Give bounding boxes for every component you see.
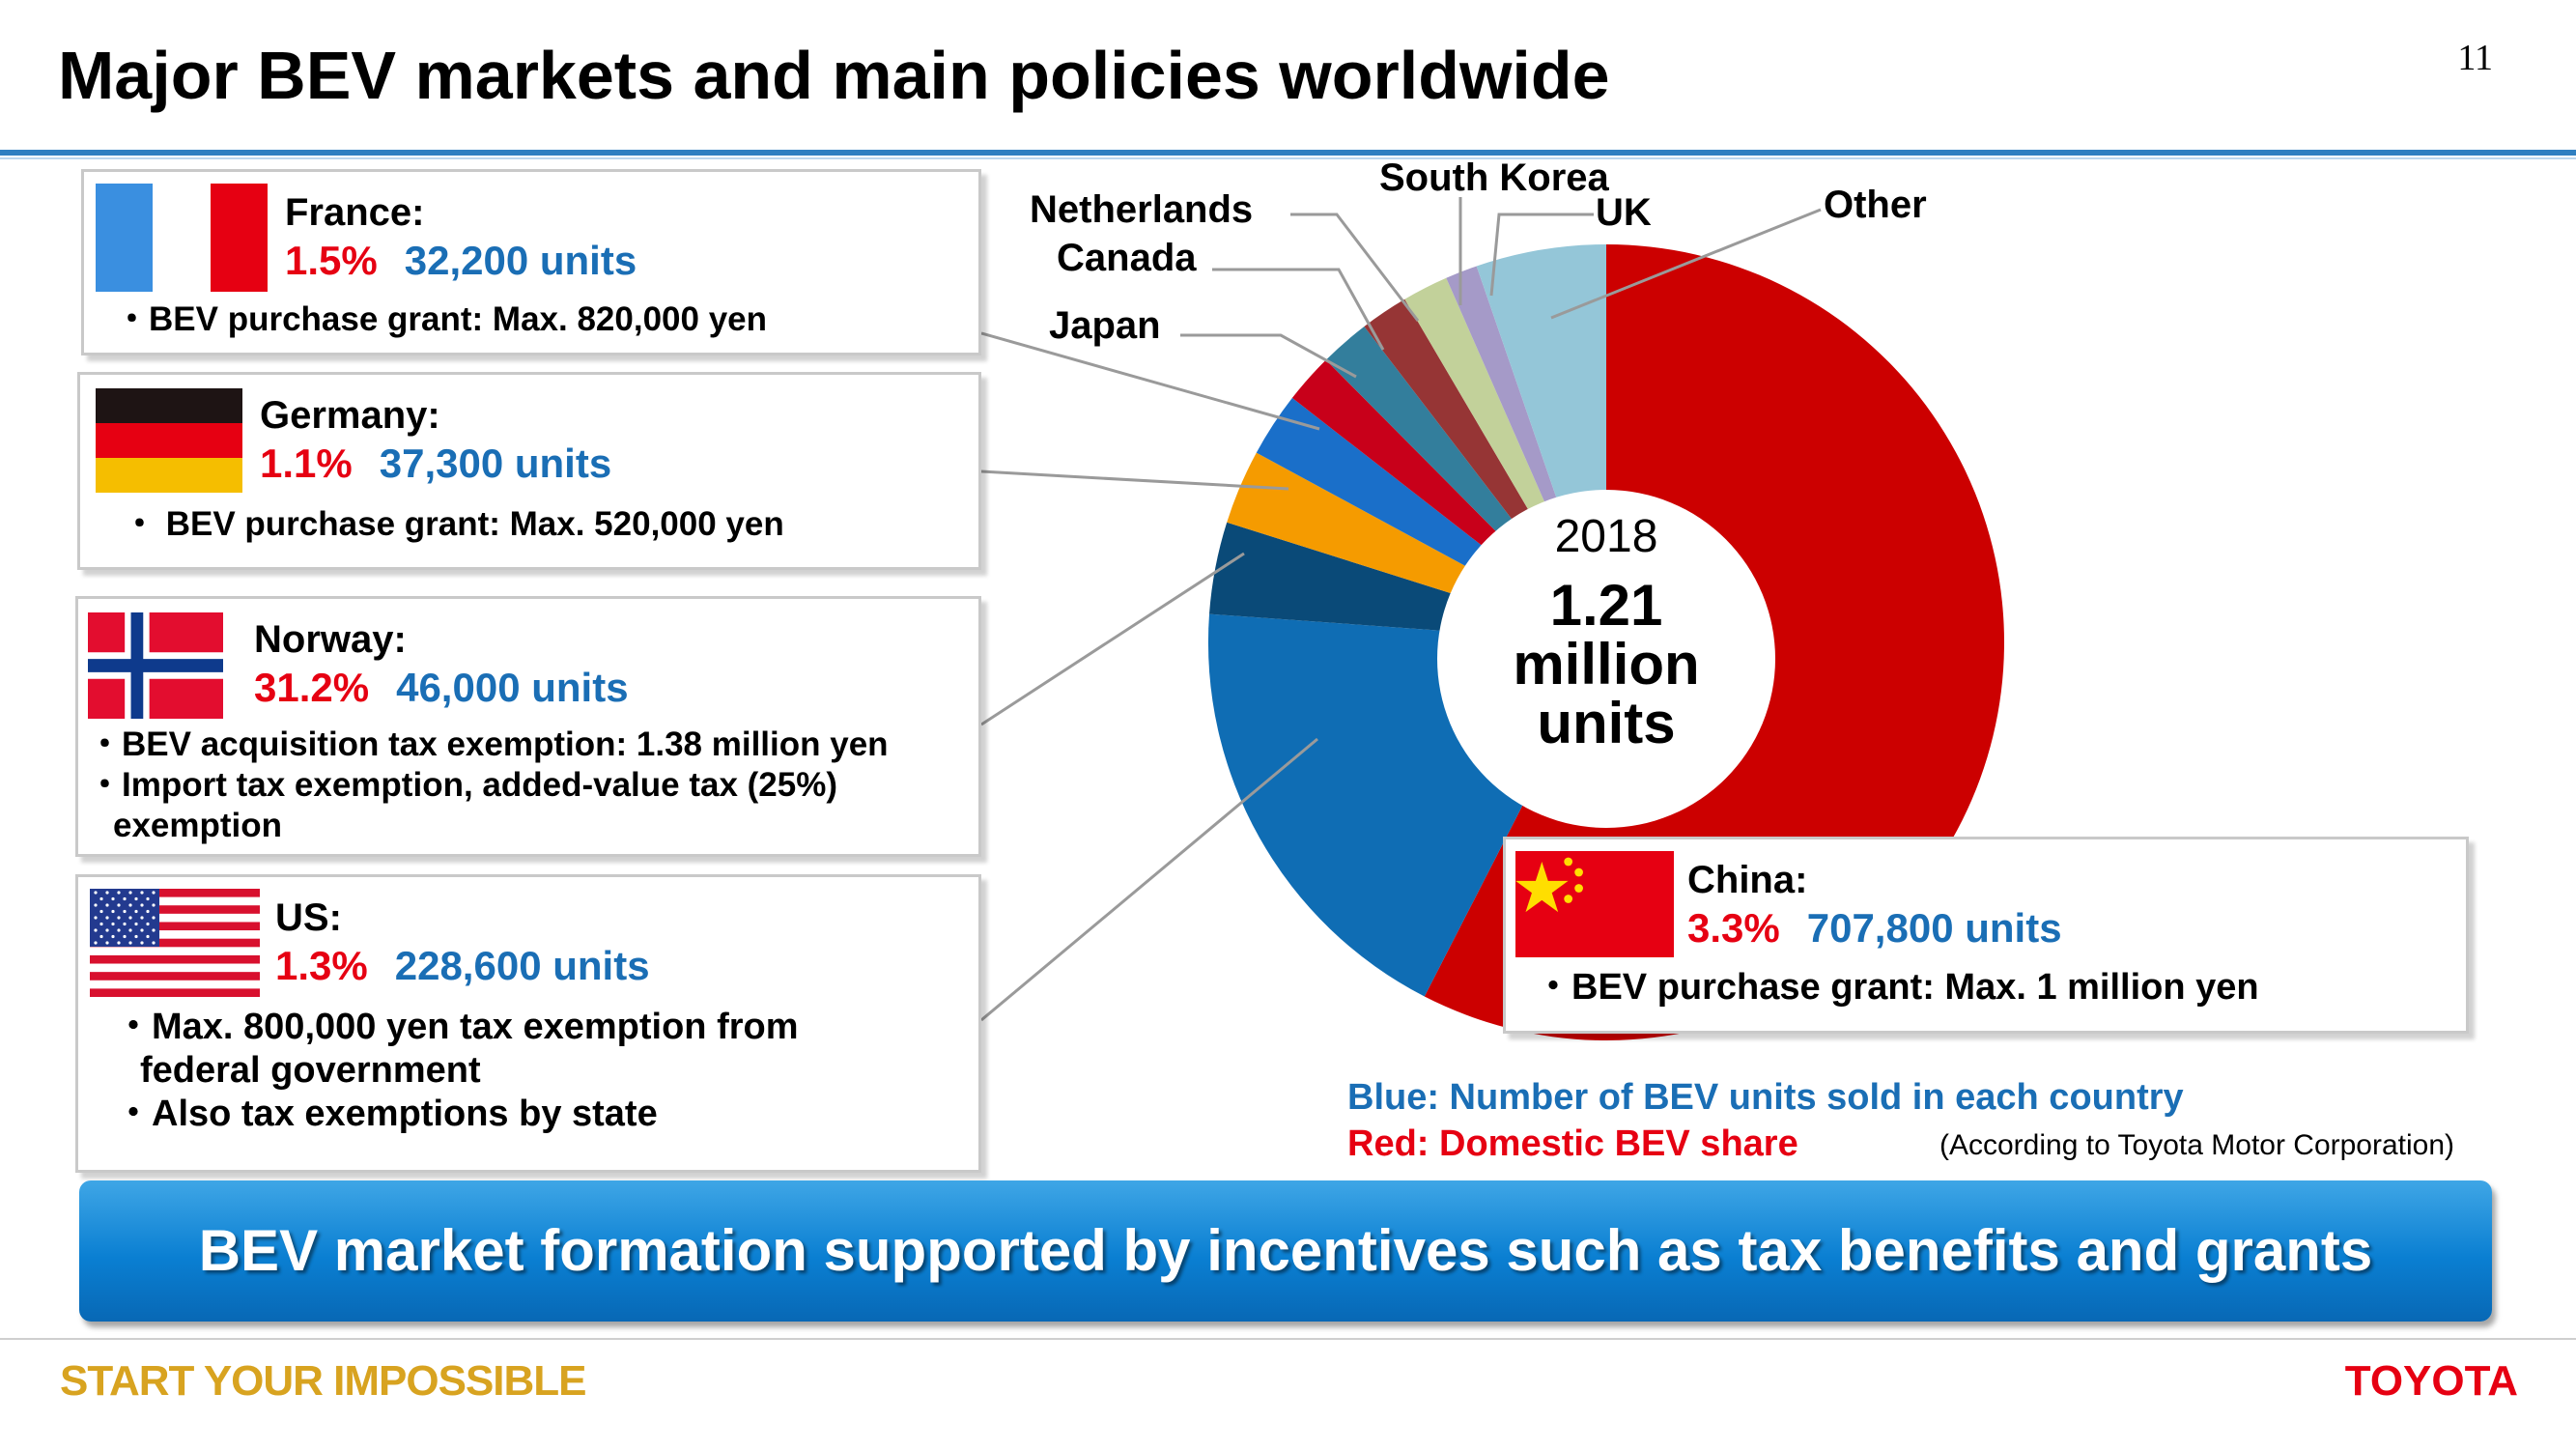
leader-line-germany (980, 469, 1289, 491)
leader-line-france (980, 331, 1320, 431)
norway-share: 31.2% (254, 665, 370, 710)
norway-units: 46,000 units (396, 665, 629, 710)
norway-policy-1: ・BEV acquisition tax exemption: 1.38 mil… (88, 725, 889, 763)
norway-stats: 31.2% 46,000 units (254, 665, 629, 711)
callout-south-korea: South Korea (1379, 156, 1609, 199)
center-total-value: 1.21 (1549, 573, 1663, 638)
callout-uk: UK (1596, 191, 1652, 234)
center-total: 1.21 million units (1437, 576, 1775, 753)
callout-other: Other (1824, 184, 1927, 226)
us-policies: ・Max. 800,000 yen tax exemption from fed… (115, 1006, 799, 1136)
tagline: START YOUR IMPOSSIBLE (60, 1357, 587, 1405)
germany-name: Germany: (260, 394, 440, 437)
germany-units: 37,300 units (379, 441, 612, 486)
norway-policy-2-cont: exemption (113, 807, 283, 844)
leader-line-norway (980, 552, 1245, 726)
callout-netherlands: Netherlands (1030, 188, 1254, 231)
norway-name: Norway: (254, 618, 407, 661)
title-divider (0, 150, 2576, 156)
callout-canada: Canada (1057, 237, 1197, 279)
china-stats: 3.3% 707,800 units (1687, 905, 2062, 952)
france-share: 1.5% (285, 238, 378, 283)
germany-share: 1.1% (260, 441, 353, 486)
france-flag (96, 184, 268, 292)
china-policy-1: ・BEV purchase grant: Max. 1 million yen (1535, 967, 2259, 1008)
leader-line-japan (1180, 333, 1357, 379)
france-policy-1: ・BEV purchase grant: Max. 820,000 yen (115, 300, 767, 338)
page-number: 11 (2457, 38, 2493, 78)
center-year: 2018 (1554, 511, 1658, 562)
us-card: US: 1.3% 228,600 units ・Max. 800,000 yen … (75, 874, 981, 1173)
norway-card: Norway: 31.2% 46,000 units ・BEV acquisiti… (75, 596, 981, 857)
france-stats: 1.5% 32,200 units (285, 238, 637, 284)
germany-stats: 1.1% 37,300 units (260, 441, 611, 487)
legend-red: Red: Domestic BEV share (1347, 1123, 1798, 1164)
title-divider-light (0, 157, 2576, 159)
germany-policy-1: ・ BEV purchase grant: Max. 520,000 yen (123, 505, 784, 543)
norway-policies: ・BEV acquisition tax exemption: 1.38 mil… (88, 725, 889, 846)
france-name: France: (285, 191, 425, 234)
us-units: 228,600 units (394, 943, 650, 988)
us-name: US: (275, 896, 342, 939)
source-note: (According to Toyota Motor Corporation) (1939, 1129, 2455, 1161)
toyota-logo: TOYOTA (2344, 1357, 2518, 1405)
leader-line-uk (1489, 213, 1594, 297)
center-total-unit-2: units (1537, 691, 1676, 755)
leader-line-other (1550, 208, 1822, 320)
norway-flag (88, 612, 223, 719)
leader-line-canada (1212, 268, 1385, 351)
germany-flag (96, 388, 242, 493)
germany-card: Germany: 1.1% 37,300 units ・ BEV purchase… (77, 372, 981, 570)
norway-policy-2: ・Import tax exemption, added-value tax (… (88, 766, 838, 804)
france-card: France: 1.5% 32,200 units ・BEV purchase g… (81, 169, 981, 355)
center-total-unit-1: million (1513, 632, 1700, 697)
legend-blue: Blue: Number of BEV units sold in each c… (1347, 1077, 2184, 1118)
us-policy-1-cont: federal government (140, 1050, 481, 1091)
china-units: 707,800 units (1806, 905, 2062, 951)
france-units: 32,200 units (404, 238, 637, 283)
leader-line-us (980, 737, 1318, 1022)
us-flag (90, 889, 260, 997)
leader-line-netherlands (1290, 213, 1420, 322)
us-policy-2: ・Also tax exemptions by state (115, 1094, 658, 1134)
us-policy-1: ・Max. 800,000 yen tax exemption from (115, 1007, 799, 1047)
conclusion-banner: BEV market formation supported by incent… (79, 1180, 2492, 1322)
china-share: 3.3% (1687, 905, 1780, 951)
callout-japan: Japan (1049, 304, 1161, 347)
us-stats: 1.3% 228,600 units (275, 943, 650, 989)
us-share: 1.3% (275, 943, 368, 988)
slide-title: Major BEV markets and main policies worl… (58, 38, 1610, 113)
donut-center (1437, 490, 1775, 828)
china-name: China: (1687, 859, 1808, 901)
china-card: China: 3.3% 707,800 units ・BEV purchase g… (1503, 837, 2469, 1034)
footer-divider (0, 1338, 2576, 1340)
china-flag (1515, 851, 1674, 957)
